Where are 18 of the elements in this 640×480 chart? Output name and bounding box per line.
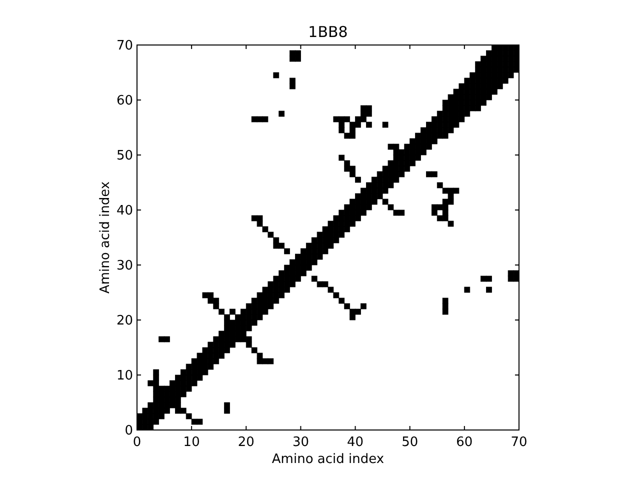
y-axis-title: Amino acid index (98, 181, 113, 294)
y-tick-label: 30 (116, 258, 133, 274)
y-tick-label: 10 (116, 368, 133, 384)
chart-title: 1BB8 (308, 23, 348, 41)
y-tick-label: 0 (124, 424, 133, 438)
y-tick-label: 20 (116, 314, 133, 328)
x-axis-title: Amino acid index (272, 452, 384, 467)
x-tick-label: 30 (292, 435, 309, 450)
y-tick-label: 50 (116, 148, 133, 164)
y-tick-label: 40 (116, 204, 133, 218)
x-tick-label: 60 (456, 435, 473, 450)
y-tick-label: 70 (116, 38, 133, 54)
x-tick-label: 40 (347, 435, 364, 450)
x-tick-label: 50 (402, 435, 418, 450)
x-tick-label: 20 (238, 435, 254, 450)
x-tick-label: 10 (183, 435, 200, 450)
x-tick-label: 70 (510, 435, 528, 450)
y-tick-label: 60 (116, 94, 133, 108)
